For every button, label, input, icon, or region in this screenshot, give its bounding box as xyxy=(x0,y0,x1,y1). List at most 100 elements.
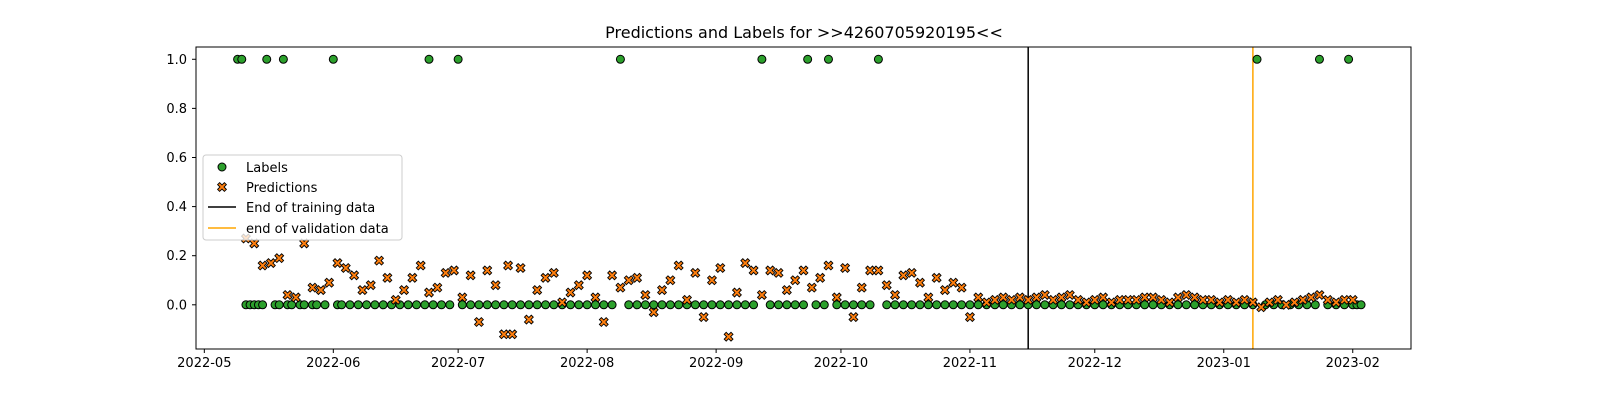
label-point xyxy=(362,300,372,310)
x-tick-label: 2022-12 xyxy=(1068,356,1122,371)
prediction-point xyxy=(840,262,851,274)
label-point xyxy=(890,300,900,310)
prediction-point xyxy=(423,287,435,298)
label-point xyxy=(799,300,808,310)
prediction-point xyxy=(1081,297,1092,308)
label-point xyxy=(412,300,422,310)
label-point xyxy=(615,54,625,64)
prediction-point xyxy=(623,275,634,286)
prediction-point xyxy=(765,265,776,276)
label-point xyxy=(320,300,330,310)
x-tick-label: 2022-11 xyxy=(943,356,997,371)
prediction-point xyxy=(815,272,826,283)
prediction-point xyxy=(324,277,335,288)
y-tick-label: 0.6 xyxy=(166,151,187,166)
prediction-point xyxy=(748,265,759,276)
prediction-point xyxy=(290,292,301,303)
prediction-point xyxy=(332,258,343,269)
label-point xyxy=(740,300,750,310)
prediction-point xyxy=(374,255,385,266)
label-point xyxy=(353,300,363,310)
legend-predictions-marker xyxy=(216,181,228,193)
label-point xyxy=(819,300,829,310)
label-point xyxy=(1181,300,1191,310)
prediction-point xyxy=(1181,289,1192,301)
prediction-point xyxy=(607,270,618,281)
prediction-point xyxy=(532,285,543,296)
prediction-point xyxy=(673,260,684,271)
prediction-point xyxy=(881,280,892,291)
label-point xyxy=(932,300,942,310)
prediction-point xyxy=(1322,294,1333,305)
prediction-point xyxy=(1347,294,1358,305)
prediction-point xyxy=(1314,289,1325,301)
prediction-point xyxy=(265,258,276,269)
label-point xyxy=(965,300,975,310)
prediction-point xyxy=(1098,292,1109,303)
label-point xyxy=(774,300,784,310)
label-point xyxy=(790,300,800,310)
label-point xyxy=(437,300,446,310)
label-point xyxy=(707,300,717,310)
x-tick-label: 2023-01 xyxy=(1197,356,1251,371)
prediction-point xyxy=(1123,294,1134,305)
label-point xyxy=(1040,300,1050,310)
label-point xyxy=(632,300,642,310)
label-point xyxy=(757,54,767,64)
prediction-point xyxy=(923,292,934,303)
prediction-point xyxy=(598,316,609,328)
label-point xyxy=(312,300,322,310)
label-point xyxy=(574,300,584,310)
label-point xyxy=(873,54,883,64)
prediction-point xyxy=(781,285,792,296)
prediction-point xyxy=(1014,292,1025,303)
prediction-point xyxy=(307,282,318,293)
chart-title: Predictions and Labels for >>42607059201… xyxy=(605,23,1003,42)
prediction-point xyxy=(274,253,285,264)
prediction-point xyxy=(798,265,809,276)
prediction-point xyxy=(1306,292,1317,303)
prediction-point xyxy=(1214,297,1225,308)
y-tick-label: 0.8 xyxy=(166,102,187,117)
prediction-point xyxy=(548,267,559,278)
prediction-point xyxy=(1073,294,1084,305)
label-point xyxy=(328,54,338,64)
prediction-point xyxy=(690,267,701,278)
prediction-point xyxy=(1006,294,1017,305)
legend: Labels Predictions End of training data … xyxy=(202,154,403,241)
prediction-point xyxy=(1048,294,1059,305)
label-point xyxy=(657,300,667,310)
prediction-point xyxy=(498,329,509,340)
prediction-point xyxy=(956,282,967,293)
label-point xyxy=(607,300,617,310)
prediction-point xyxy=(357,285,368,296)
label-point xyxy=(491,300,501,310)
label-point xyxy=(565,300,575,310)
prediction-point xyxy=(948,277,959,288)
label-point xyxy=(424,54,434,64)
prediction-point xyxy=(1139,292,1150,303)
prediction-point xyxy=(939,285,951,296)
label-point xyxy=(524,300,534,310)
label-point xyxy=(420,300,430,310)
label-point xyxy=(674,300,684,310)
prediction-point xyxy=(349,270,360,281)
prediction-point xyxy=(1339,294,1350,305)
prediction-point xyxy=(806,282,817,293)
prediction-point xyxy=(681,294,693,305)
prediction-point xyxy=(964,312,975,323)
x-tick-label: 2022-07 xyxy=(431,356,485,371)
prediction-point xyxy=(590,292,601,303)
label-point xyxy=(370,300,380,310)
prediction-point xyxy=(1147,292,1159,303)
label-point xyxy=(466,300,476,310)
prediction-point xyxy=(482,265,493,276)
prediction-point xyxy=(1256,302,1267,313)
prediction-point xyxy=(790,275,801,286)
prediction-point xyxy=(1189,292,1200,303)
label-point xyxy=(237,54,247,64)
label-point xyxy=(715,300,725,310)
label-point xyxy=(453,54,463,64)
prediction-point xyxy=(756,289,767,301)
label-point xyxy=(516,300,526,310)
